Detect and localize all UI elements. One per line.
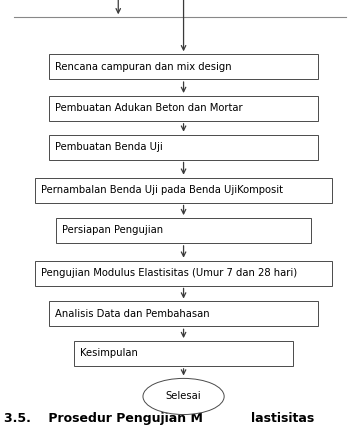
Text: 3.5.    Prosedur Pengujian M           lastisitas: 3.5. Prosedur Pengujian M lastisitas <box>4 412 314 425</box>
FancyBboxPatch shape <box>49 135 318 160</box>
Text: Analisis Data dan Pembahasan: Analisis Data dan Pembahasan <box>55 309 210 319</box>
FancyBboxPatch shape <box>49 301 318 326</box>
FancyBboxPatch shape <box>35 261 332 286</box>
FancyBboxPatch shape <box>56 218 311 243</box>
Text: Pembuatan Adukan Beton dan Mortar: Pembuatan Adukan Beton dan Mortar <box>55 103 243 114</box>
Text: Pembuatan Benda Uji: Pembuatan Benda Uji <box>55 142 163 152</box>
Ellipse shape <box>143 378 224 415</box>
Text: Pengujian Modulus Elastisitas (Umur 7 dan 28 hari): Pengujian Modulus Elastisitas (Umur 7 da… <box>41 268 297 278</box>
FancyBboxPatch shape <box>49 96 318 121</box>
Text: Persiapan Pengujian: Persiapan Pengujian <box>62 225 163 236</box>
Text: Selesai: Selesai <box>166 391 201 402</box>
FancyBboxPatch shape <box>74 341 293 366</box>
Text: Rencana campuran dan mix design: Rencana campuran dan mix design <box>55 61 232 72</box>
Text: Kesimpulan: Kesimpulan <box>80 348 138 359</box>
FancyBboxPatch shape <box>35 178 332 203</box>
Text: Pernambalan Benda Uji pada Benda UjiKomposit: Pernambalan Benda Uji pada Benda UjiKomp… <box>41 185 283 195</box>
FancyBboxPatch shape <box>49 54 318 79</box>
